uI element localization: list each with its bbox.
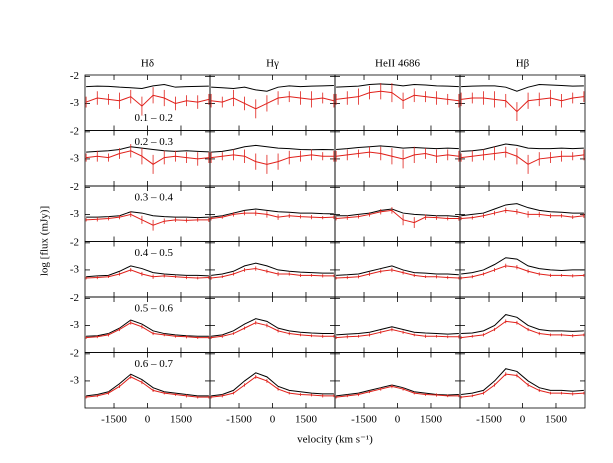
y-axis-label: log [flux (mJy)] <box>39 206 51 276</box>
row-label: 0.5 – 0.6 <box>135 303 174 315</box>
y-tick-label: -2 <box>70 347 79 359</box>
spectrum-line <box>461 257 584 275</box>
x-tick-label: 1500 <box>420 414 443 426</box>
spectrum-line <box>86 213 209 226</box>
spectrum-line <box>461 151 584 165</box>
x-tick-label: -1500 <box>226 414 252 426</box>
spectrum-line <box>211 96 334 110</box>
y-tick-label: -2 <box>70 181 79 193</box>
spectrum-line <box>211 376 334 398</box>
column-title: Hβ <box>516 58 530 70</box>
spectrum-line <box>211 144 334 153</box>
spectrum-line <box>86 211 209 219</box>
spectrum-line <box>336 384 459 397</box>
spectrum-line <box>211 85 334 92</box>
y-tick-label: -3 <box>70 97 80 109</box>
panel-frame <box>209 130 336 187</box>
panel-frame <box>209 241 336 298</box>
spectrum-line <box>86 150 209 165</box>
panel-frame <box>459 130 586 187</box>
spectrum-line <box>336 151 459 160</box>
row-label: 0.1 – 0.2 <box>135 112 174 124</box>
spectrum-line <box>86 265 209 278</box>
row-label: 0.6 – 0.7 <box>135 358 174 370</box>
spectrum-line <box>336 208 459 218</box>
y-tick-label: -3 <box>70 374 80 386</box>
spectrum-line <box>336 90 459 102</box>
panel-frame <box>334 296 461 353</box>
y-tick-label: -2 <box>70 292 79 304</box>
x-tick-label: 1500 <box>545 414 568 426</box>
spectrum-line <box>86 146 209 153</box>
panel-frame <box>459 74 586 131</box>
column-title: Hδ <box>141 58 154 70</box>
x-tick-label: 0 <box>395 414 401 426</box>
panel-frame <box>209 352 336 409</box>
spectrum-line <box>211 322 334 339</box>
panel-frame <box>334 352 461 409</box>
spectrum-line <box>461 83 584 92</box>
x-tick-label: 1500 <box>295 414 318 426</box>
spectrum-line <box>336 145 459 150</box>
y-tick-label: -2 <box>70 70 79 82</box>
row-label: 0.2 – 0.3 <box>135 136 174 148</box>
spectrum-line <box>211 212 334 219</box>
spectrum-line <box>211 318 334 337</box>
spectrum-line <box>461 320 584 339</box>
row-label: 0.3 – 0.4 <box>135 192 174 204</box>
x-tick-label: 0 <box>520 414 526 426</box>
spectrum-line <box>461 314 584 335</box>
spectrum-line <box>86 322 209 339</box>
x-tick-label: 0 <box>270 414 276 426</box>
spectrum-line <box>336 385 459 398</box>
panel-frame <box>334 185 461 242</box>
spectrum-line <box>86 83 209 90</box>
spectrum-line <box>461 209 584 219</box>
panel-frame <box>334 130 461 187</box>
y-tick-label: -2 <box>70 125 79 137</box>
x-tick-label: 1500 <box>170 414 193 426</box>
x-tick-label: -1500 <box>476 414 502 426</box>
spectrum-line <box>336 326 459 336</box>
panel-frame <box>209 74 336 131</box>
spectrum-line <box>86 269 209 279</box>
x-tick-label: 0 <box>145 414 151 426</box>
spectrum-line <box>336 209 459 224</box>
y-tick-label: -2 <box>70 236 79 248</box>
spectrum-line <box>211 372 334 397</box>
column-title: Hγ <box>266 58 279 70</box>
spectrum-line <box>461 143 584 152</box>
spectrum-line <box>461 96 584 113</box>
row-label: 0.4 – 0.5 <box>135 247 174 259</box>
y-tick-label: -3 <box>70 208 80 220</box>
column-title: HeII 4686 <box>375 58 420 70</box>
spectrum-line <box>461 368 584 395</box>
y-tick-label: -3 <box>70 319 80 331</box>
spectrum-line <box>211 268 334 279</box>
spectrum-line <box>86 376 209 398</box>
spectrum-line <box>461 373 584 398</box>
spectrum-line <box>211 154 334 165</box>
y-tick-label: -3 <box>70 152 80 164</box>
y-tick-label: -3 <box>70 263 80 275</box>
spectrum-line <box>211 262 334 276</box>
spectrum-line <box>461 203 584 217</box>
spectrum-line <box>336 265 459 276</box>
spectrum-line <box>461 265 584 279</box>
x-tick-label: -1500 <box>101 414 127 426</box>
spectrum-line <box>211 208 334 218</box>
spectrum-line <box>86 373 209 397</box>
panel-frame <box>459 296 586 353</box>
panel-frame <box>334 74 461 131</box>
spectrum-line <box>336 328 459 339</box>
spectrum-line <box>336 83 459 88</box>
spectrum-line <box>86 319 209 337</box>
x-tick-label: -1500 <box>351 414 377 426</box>
spectrum-line <box>336 269 459 279</box>
x-axis-label: velocity (km s⁻¹) <box>297 434 373 446</box>
panel-frame <box>334 241 461 298</box>
spectrum-line <box>85 94 209 107</box>
